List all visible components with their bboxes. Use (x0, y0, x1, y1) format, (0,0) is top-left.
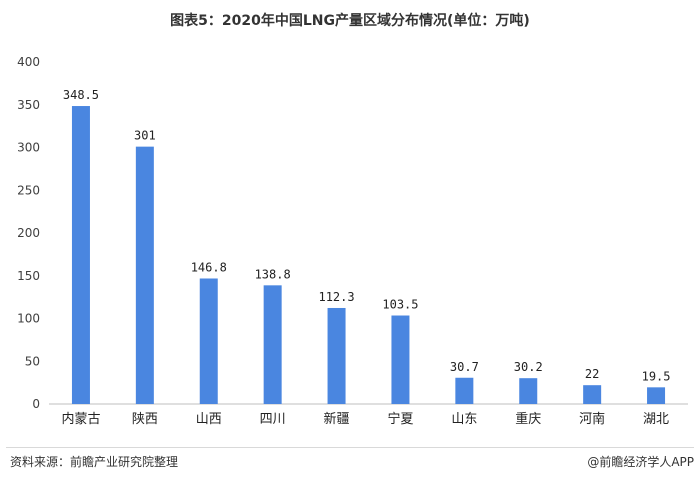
y-axis: 0 50 100 150 200 250 300 350 400 (17, 55, 40, 411)
category-label: 新疆 (324, 411, 350, 427)
category-label: 重庆 (515, 411, 541, 427)
y-tick-label: 250 (17, 183, 40, 197)
category-labels-group: 内蒙古 陕西 山西 四川 新疆 宁夏 山东 重庆 河南 湖北 (61, 411, 669, 427)
y-tick-label: 400 (17, 55, 40, 69)
category-label: 宁夏 (387, 411, 413, 427)
bar (391, 315, 410, 404)
data-label: 30.7 (450, 360, 479, 374)
bar (135, 146, 154, 404)
category-label: 内蒙古 (61, 411, 100, 427)
category-label: 湖北 (643, 412, 669, 427)
y-tick-label: 300 (17, 141, 40, 155)
bar (455, 377, 474, 404)
source-note: 资料来源：前瞻产业研究院整理 (10, 455, 179, 469)
bar (199, 278, 218, 404)
bar (263, 285, 282, 404)
footer-divider (6, 447, 694, 448)
bar (71, 106, 90, 404)
data-label: 348.5 (63, 88, 99, 102)
data-label: 112.3 (318, 290, 354, 304)
data-label: 30.2 (514, 360, 543, 374)
data-label: 103.5 (382, 298, 418, 312)
category-label: 河南 (579, 411, 605, 427)
data-label: 301 (134, 129, 156, 143)
y-tick-label: 50 (25, 354, 40, 368)
data-labels-group: 348.5 301 146.8 138.8 112.3 103.5 30.7 30.2 22 19… (63, 88, 671, 383)
category-label: 四川 (260, 412, 286, 427)
category-label: 山东 (451, 412, 477, 427)
y-tick-label: 200 (17, 226, 40, 240)
data-label: 146.8 (191, 260, 227, 274)
y-tick-label: 0 (32, 397, 40, 411)
category-label: 山西 (196, 412, 222, 427)
chart-title: 图表5：2020年中国LNG产量区域分布情况(单位：万吨) (170, 13, 530, 29)
brand-credit: @前瞻经济学人APP (587, 455, 694, 469)
category-label: 陕西 (132, 412, 158, 427)
bar (327, 307, 346, 404)
data-label: 138.8 (255, 267, 291, 281)
y-tick-label: 150 (17, 269, 40, 283)
bar (583, 385, 602, 404)
y-tick-label: 350 (17, 98, 40, 112)
bars-group (71, 106, 666, 404)
bar (519, 378, 538, 404)
data-label: 19.5 (642, 369, 671, 383)
bar (647, 387, 666, 404)
y-tick-label: 100 (17, 312, 40, 326)
data-label: 22 (585, 367, 599, 381)
